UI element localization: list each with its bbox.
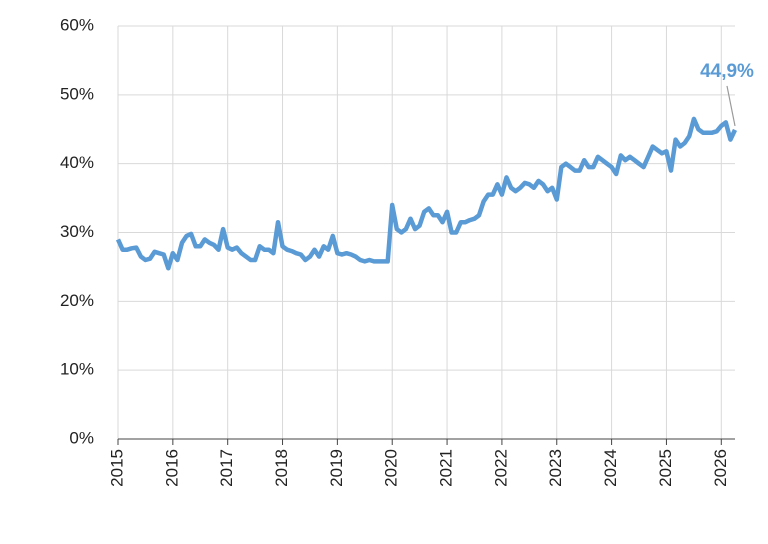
y-tick-label: 20% — [60, 291, 94, 310]
y-tick-label: 40% — [60, 153, 94, 172]
x-tick-label: 2018 — [272, 449, 291, 487]
x-tick-label: 2019 — [327, 449, 346, 487]
x-tick-label: 2022 — [491, 449, 510, 487]
x-tick-label: 2024 — [601, 449, 620, 487]
y-tick-label: 30% — [60, 222, 94, 241]
x-tick-label: 2026 — [711, 449, 730, 487]
y-tick-label: 10% — [60, 360, 94, 379]
annotation: 44,9% — [700, 61, 754, 82]
x-tick-label: 2017 — [217, 449, 236, 487]
x-tick-label: 2020 — [382, 449, 401, 487]
data-line — [115, 116, 738, 271]
x-tick-label: 2025 — [656, 449, 675, 487]
x-tick-label: 2023 — [546, 449, 565, 487]
x-tick-label: 2021 — [437, 449, 456, 487]
y-tick-label: 60% — [60, 15, 94, 34]
x-tick-label: 2015 — [107, 449, 126, 487]
x-tick-label: 2016 — [162, 449, 181, 487]
y-tick-label: 0% — [69, 428, 94, 447]
y-tick-label: 50% — [60, 84, 94, 103]
annotation-leader — [726, 85, 736, 127]
